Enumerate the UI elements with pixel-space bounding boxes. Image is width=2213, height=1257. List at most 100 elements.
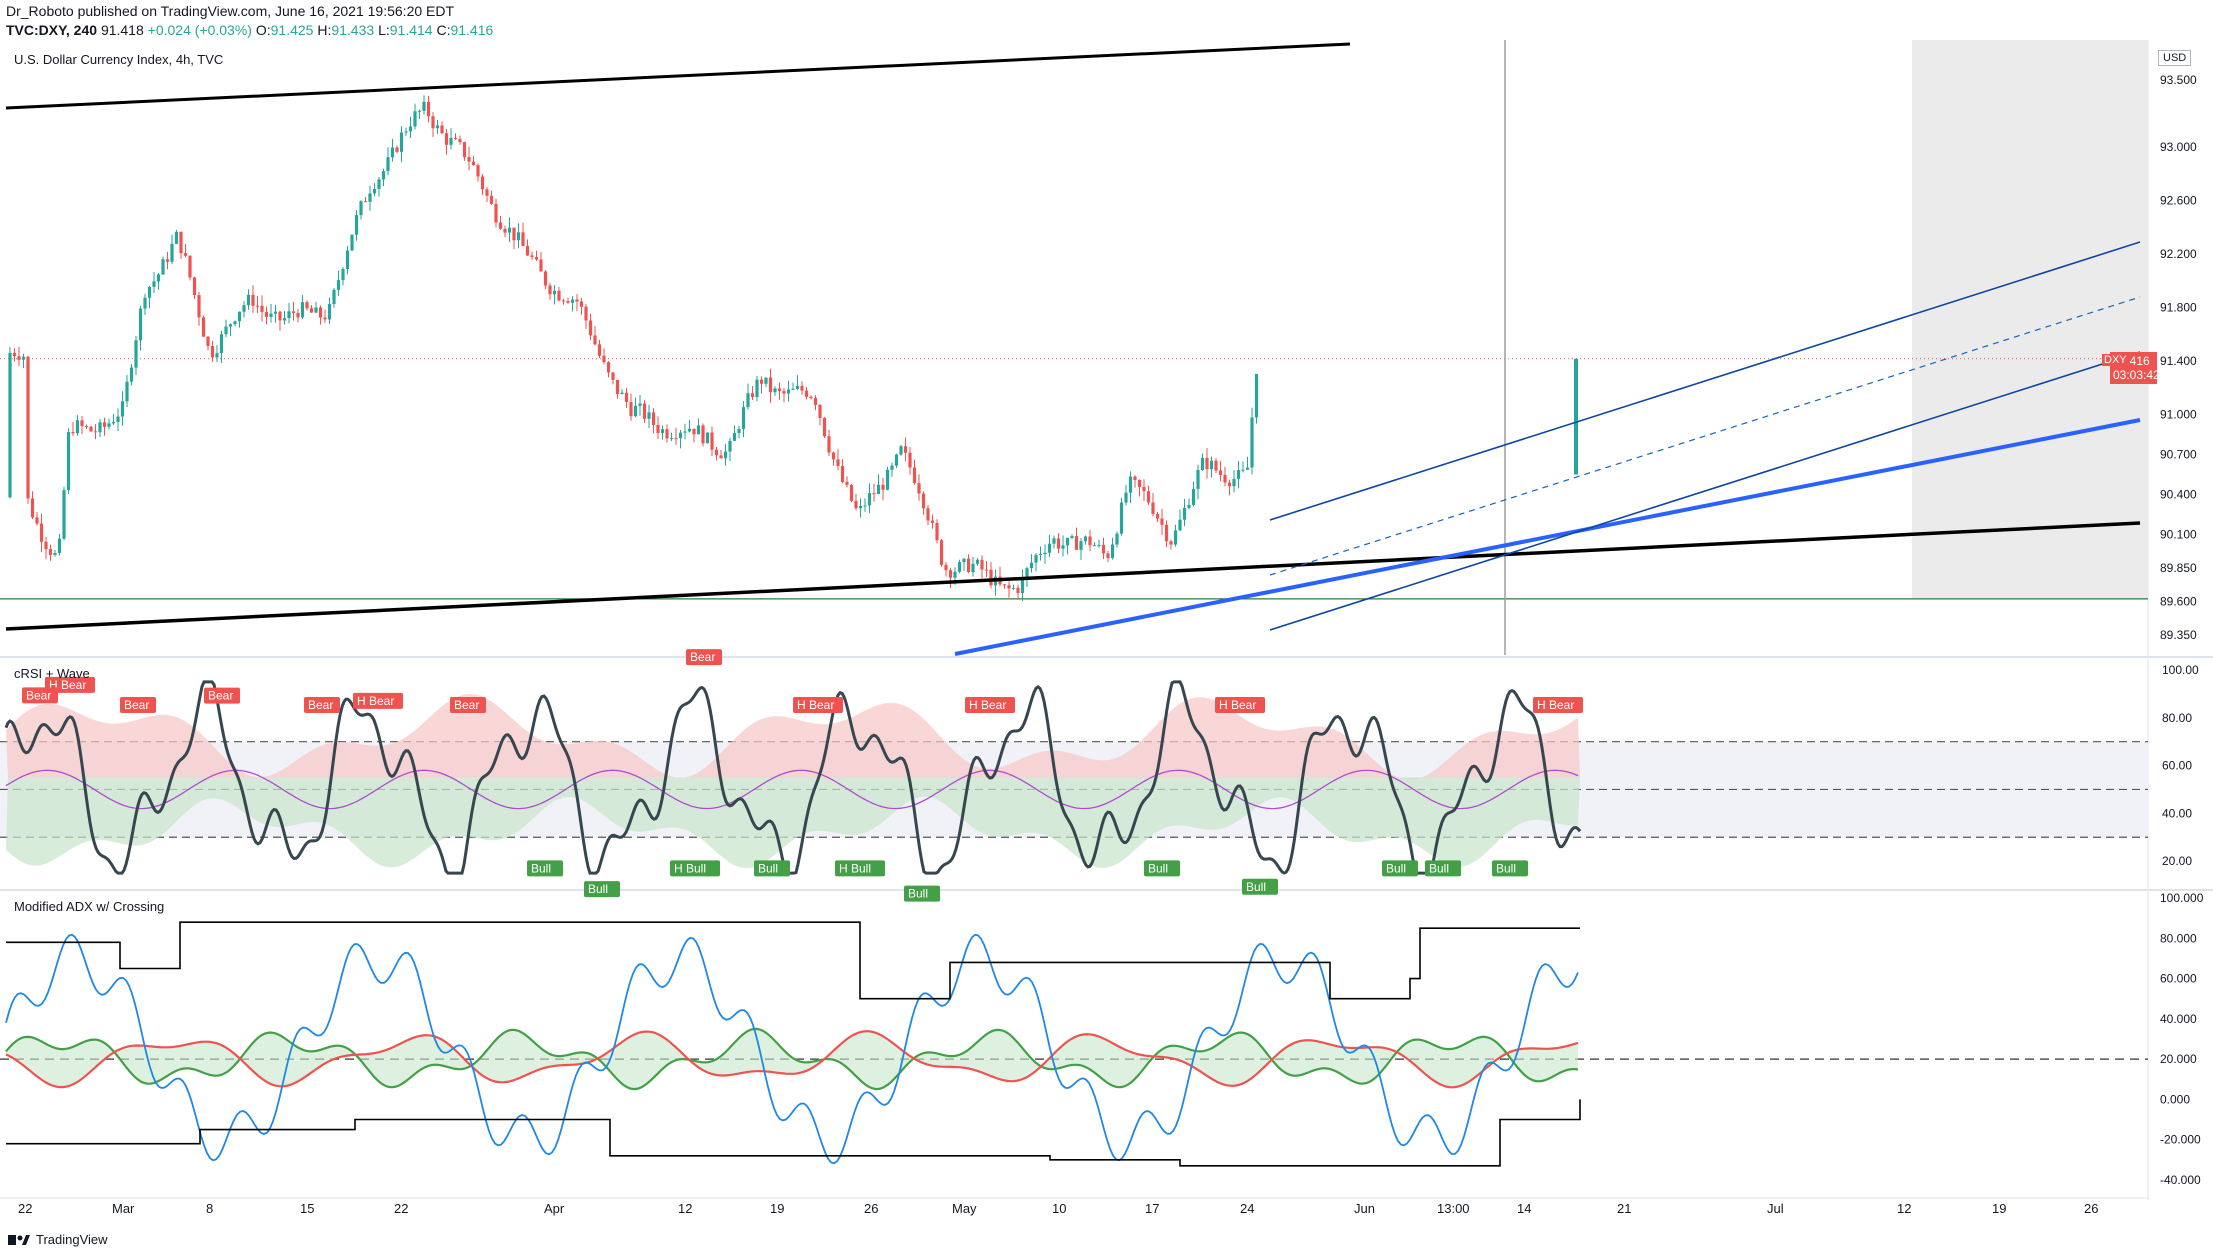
bear-label: H Bear [793, 697, 843, 713]
bear-label: Bear [304, 697, 340, 713]
currency-button[interactable]: USD [2158, 50, 2192, 66]
candle-body [642, 403, 647, 419]
candle-body [1164, 524, 1169, 542]
low-label: L: [378, 22, 390, 38]
candle-body [557, 290, 561, 301]
symbol-tag: DXY [2102, 354, 2129, 366]
candle-body [489, 195, 494, 204]
label-text: Bull [1246, 880, 1266, 894]
candle-body [1196, 469, 1200, 489]
candle-body [372, 188, 377, 194]
candle-body [350, 234, 354, 251]
candle-body [323, 317, 327, 320]
wave-upper-band [6, 693, 1580, 780]
open-label: O: [255, 22, 271, 38]
label-box [835, 860, 885, 877]
open-value: 91.425 [270, 22, 314, 38]
label-text: Bull [758, 861, 778, 875]
candle-body [89, 426, 93, 432]
label-text: Bull [531, 861, 551, 875]
candle-body [1011, 587, 1016, 589]
candle-body [188, 255, 192, 278]
bull-label: Bull [1242, 878, 1278, 895]
candle-body [359, 201, 363, 216]
candle-body [867, 493, 872, 506]
candle-body [1254, 373, 1259, 418]
candle-body [1209, 460, 1214, 470]
time-tick-label: 22 [18, 1201, 32, 1216]
label-text: Bear [454, 698, 479, 712]
label-text: Bull [908, 887, 928, 901]
candle-body [318, 307, 323, 318]
crsi-tick-label: 20.00 [2162, 854, 2192, 868]
upper-trendline [5, 42, 1351, 110]
candle-body [840, 466, 845, 482]
candle-body [1187, 504, 1191, 508]
last-price: 91.418 [100, 22, 144, 38]
label-text: H Bull [839, 861, 871, 875]
bear-label: Bear [120, 697, 156, 713]
candle-body [1002, 584, 1007, 586]
candle-body [291, 311, 296, 313]
candle-body [467, 157, 471, 162]
candle-body [678, 432, 683, 439]
candle-body [687, 428, 692, 432]
label-text: Bull [588, 882, 608, 896]
candle-body [620, 392, 624, 395]
candle-body [1092, 545, 1097, 547]
candle-body [1223, 474, 1227, 483]
candle-body [611, 372, 615, 380]
candle-body [53, 553, 57, 555]
bear-label: Bear [204, 687, 240, 704]
candle-body [543, 271, 548, 286]
candle-body [237, 311, 242, 322]
candle-body [683, 431, 687, 433]
bull-label: H Bull [670, 860, 720, 877]
wave-lower-band [6, 777, 1580, 869]
label-box [527, 860, 563, 877]
candle-body [1151, 502, 1155, 514]
candle-body [26, 356, 30, 499]
time-tick-label: 13:00 [1437, 1201, 1470, 1216]
crsi-tick-label: 80.00 [2162, 711, 2192, 725]
candle-body [404, 131, 408, 133]
candle-body [899, 446, 903, 455]
candle-body [390, 147, 395, 158]
candle-body [1214, 460, 1218, 471]
time-tick-label: 10 [1052, 1201, 1066, 1216]
candle-body [1074, 536, 1079, 550]
candle-body [692, 428, 696, 435]
candle-body [219, 334, 224, 354]
label-box [793, 697, 843, 713]
candle-body [170, 243, 174, 262]
candle-body [732, 432, 737, 441]
candle-body [962, 558, 966, 563]
crsi-line [4, 680, 1582, 875]
candle-body [1160, 518, 1164, 525]
publish-info: Dr_Roboto published on TradingView.com, … [6, 3, 454, 19]
candle-body [1115, 533, 1119, 545]
candle-body [980, 559, 984, 570]
price-tick-label: 93.000 [2160, 140, 2197, 154]
tradingview-logo-icon [8, 1234, 30, 1245]
candle-body [129, 367, 134, 382]
candle-body [957, 562, 962, 572]
footer-brand[interactable]: TradingView [8, 1232, 108, 1247]
candle-body [737, 429, 741, 433]
candle-body [498, 222, 503, 229]
close-label: C: [436, 22, 451, 38]
candle-body [876, 484, 881, 495]
candle-body [174, 231, 179, 244]
candles [8, 95, 1259, 601]
lower-trendline [5, 521, 2141, 631]
candle-body [1182, 507, 1187, 520]
candle-body [593, 335, 597, 345]
candle-body [512, 227, 516, 241]
candle-body [287, 311, 291, 319]
candle-body [1097, 544, 1101, 546]
candle-body [399, 132, 404, 152]
candle-body [656, 424, 660, 433]
candle-body [1088, 536, 1092, 546]
label-box [304, 697, 340, 713]
